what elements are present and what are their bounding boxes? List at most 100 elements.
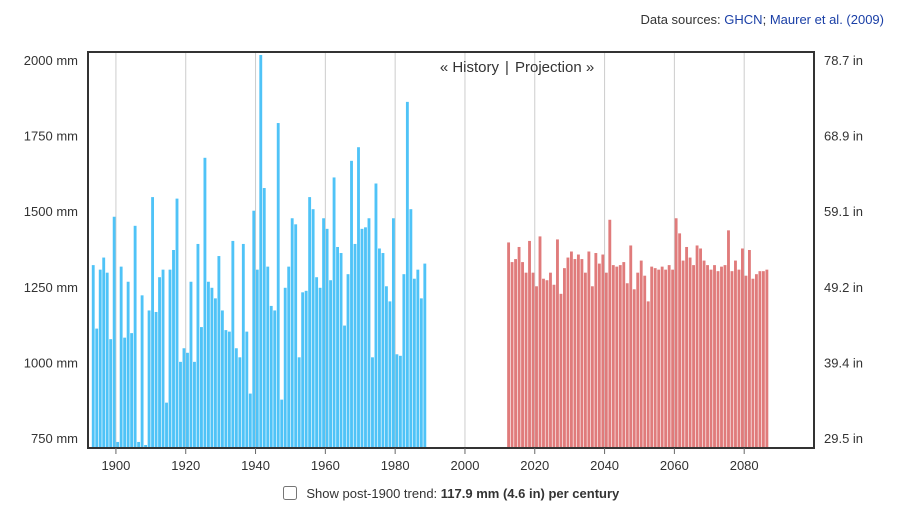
- history-bar: [419, 298, 423, 448]
- projection-bar: [716, 271, 720, 448]
- y-left-tick-label: 1500 mm: [24, 204, 78, 219]
- plot-frame: [87, 51, 815, 449]
- x-axis: 1900 1920 1940 1960 1980 2000 2020 2040 2060 2080: [101, 448, 759, 473]
- history-bar: [98, 269, 102, 448]
- trend-toggle: Show post-1900 trend: 117.9 mm (4.6 in) …: [0, 486, 902, 501]
- projection-bar: [632, 289, 636, 448]
- history-bar: [133, 225, 137, 448]
- history-bar: [273, 310, 277, 448]
- projection-bar: [601, 254, 605, 448]
- trend-value: 117.9 mm (4.6 in) per century: [440, 486, 620, 501]
- projection-bar: [660, 266, 664, 448]
- history-bar: [322, 218, 326, 448]
- x-tick-label: 2060: [660, 458, 689, 473]
- history-bar: [423, 263, 427, 448]
- projection-bar: [758, 271, 762, 448]
- history-bar: [276, 123, 280, 448]
- history-link[interactable]: « History: [440, 59, 500, 76]
- projection-bar: [531, 272, 535, 448]
- projection-bar: [761, 271, 765, 448]
- x-tick-label: 1940: [241, 458, 270, 473]
- projection-bar: [678, 233, 682, 448]
- projection-link[interactable]: Projection »: [515, 59, 594, 76]
- projection-bar: [730, 271, 734, 448]
- projection-bar: [639, 260, 643, 448]
- projection-bar: [517, 246, 521, 448]
- projection-bar: [604, 272, 608, 448]
- maurer-link[interactable]: Maurer et al. (2009): [769, 12, 884, 27]
- projection-bar: [573, 259, 577, 448]
- projection-bar: [744, 275, 748, 448]
- sources-separator: ;: [762, 12, 767, 27]
- history-bar: [329, 280, 333, 448]
- history-bar: [308, 197, 312, 448]
- history-bar: [395, 354, 399, 448]
- history-bar: [301, 292, 305, 448]
- history-bar: [172, 250, 175, 448]
- y-left-tick-label: 1250 mm: [24, 280, 78, 295]
- y-left-tick-label: 750 mm: [31, 431, 78, 446]
- x-tick-label: 1900: [101, 458, 130, 473]
- projection-bar: [692, 265, 696, 448]
- history-bar: [200, 327, 203, 448]
- history-bar: [112, 216, 116, 448]
- history-bar: [412, 278, 416, 448]
- trend-checkbox[interactable]: [282, 486, 297, 500]
- y-right-tick-label: 59.1 in: [824, 204, 863, 219]
- history-bar: [123, 337, 127, 448]
- projection-bar: [587, 251, 591, 448]
- x-tick-label: 2080: [730, 458, 759, 473]
- history-bar: [343, 325, 346, 448]
- projection-bar: [657, 269, 661, 448]
- y-right-tick-label: 49.2 in: [824, 280, 863, 295]
- history-bar: [102, 257, 106, 448]
- history-bar: [357, 147, 360, 448]
- history-bar: [325, 228, 329, 448]
- projection-bar: [510, 262, 514, 448]
- history-bar: [203, 157, 207, 449]
- y-right-tick-label: 29.5 in: [824, 431, 863, 446]
- projection-bar: [622, 262, 626, 448]
- history-bar: [416, 269, 420, 448]
- projection-bar: [650, 266, 654, 448]
- history-bar: [381, 253, 385, 448]
- history-bar: [241, 243, 245, 448]
- trend-label: Show post-1900 trend:: [306, 486, 438, 501]
- history-bar: [182, 348, 186, 448]
- projection-bar: [671, 269, 675, 448]
- history-bar: [119, 266, 123, 448]
- projection-bar: [563, 268, 566, 448]
- y-left-tick-label: 1000 mm: [24, 355, 78, 370]
- history-bar: [165, 402, 168, 448]
- history-bar: [262, 188, 266, 448]
- history-bar: [147, 310, 151, 448]
- history-bar: [245, 331, 249, 448]
- history-bar: [126, 281, 130, 448]
- projection-bar: [688, 257, 692, 448]
- history-bar: [405, 101, 409, 448]
- projection-bar: [521, 262, 524, 448]
- projection-bar: [608, 219, 612, 448]
- history-bar: [252, 210, 256, 448]
- x-tick-label: 1920: [171, 458, 200, 473]
- history-bar: [374, 183, 378, 448]
- projection-bar: [653, 268, 657, 448]
- history-bar: [217, 256, 221, 448]
- history-bar: [109, 339, 113, 448]
- history-bar: [248, 393, 252, 448]
- history-bar: [231, 240, 235, 448]
- projection-bar: [643, 275, 647, 448]
- history-bar: [336, 246, 339, 448]
- history-bar: [154, 311, 158, 448]
- history-bar: [130, 333, 134, 448]
- history-bar: [280, 399, 284, 448]
- projection-bar: [737, 269, 741, 448]
- history-bar: [385, 286, 388, 448]
- ghcn-link[interactable]: GHCN: [724, 12, 763, 27]
- history-bar: [388, 301, 392, 448]
- history-bar: [290, 218, 294, 448]
- x-tick-label: 1980: [381, 458, 410, 473]
- history-bar: [398, 355, 402, 448]
- projection-bar: [514, 259, 517, 448]
- x-tick-label: 1960: [311, 458, 340, 473]
